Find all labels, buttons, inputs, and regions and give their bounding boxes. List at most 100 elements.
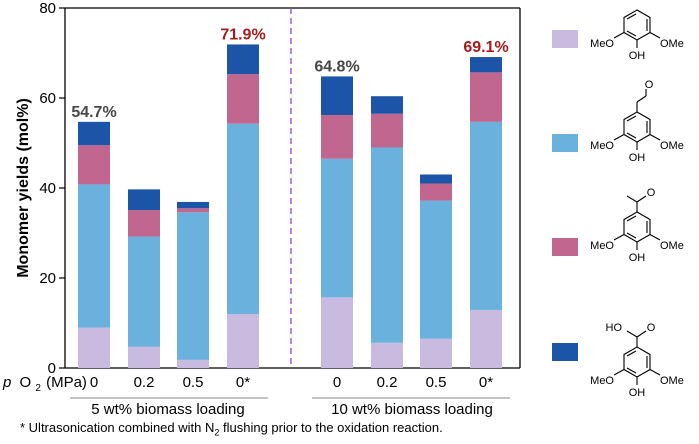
group-label-1: 5 wt% biomass loading [91,401,244,418]
benzene-ring-icon [623,111,651,143]
bar-segment-acetosyringone [78,145,110,185]
bar-segment-syringaldehyde [371,147,403,343]
bar-segment-acetosyringone [371,113,403,148]
x-tick-label: 0.2 [134,374,155,391]
bar-segment-syringic-acid [470,57,502,73]
bar-segment-syringaldehyde [78,184,110,328]
x-ticks: 0 0.2 0.5 0* 0 0.2 0.5 0* [90,374,493,391]
total-labels: 54.7% 71.9% 64.8% 69.1% [71,26,508,120]
x-axis-label-unit: (MPa) [46,374,87,391]
total-label: 69.1% [463,39,508,56]
ring-double-bond [626,132,637,139]
ring-double-bond [626,367,637,374]
x-tick-label: 0.2 [377,374,398,391]
ring-double-bond [626,115,637,122]
x-axis-label-p: p [2,374,11,391]
bar-segment-syringic-acid [177,201,209,209]
bond-methyl [626,195,638,203]
x-tick-label: 0 [333,374,341,391]
legend-structure-syringic-acid [613,330,661,385]
y-axis-title: Monomer yields (mol%) [15,98,32,278]
legend-swatch-syringaldehyde [552,134,578,152]
x-tick-label: 0.5 [183,374,204,391]
x-axis-label-sub: 2 [35,383,41,394]
x-tick-label: 0* [479,374,493,391]
legend-1-oh: OH [629,50,646,62]
total-label: 71.9% [220,26,265,43]
bar-segment-syringaldehyde [470,121,502,310]
bar-segment-acetosyringone [321,115,353,159]
legend-4-ho: HO [606,322,623,334]
x-tick-label: 0* [236,374,250,391]
y-tick-label: 60 [39,90,56,107]
ring-double-bond [626,30,637,37]
bond-right [649,32,661,39]
legend-2-oh: OH [629,152,646,164]
legend-3-oh: OH [629,252,646,264]
ring-double-bond [626,232,637,239]
ring-double-bond [626,350,637,357]
bar-segment-syringol [321,297,353,368]
bar-segment-syringol [128,346,160,368]
total-label: 64.8% [314,58,359,75]
bond-right [649,369,661,376]
ring-double-bond [626,215,637,222]
bond-hydroxyl [626,330,638,338]
group-label-2: 10 wt% biomass loading [331,401,493,418]
bar-segment-syringic-acid [227,44,259,75]
bar-segment-syringic-acid [420,174,452,184]
footnote-before: * Ultrasonication combined with N [20,420,215,435]
bar-segment-acetosyringone [227,74,259,124]
bar-segment-syringol [420,338,452,368]
bar-segment-acetosyringone [420,183,452,201]
bar-segment-syringaldehyde [177,212,209,360]
bars [78,44,502,368]
footnote-after: flushing prior to the oxidation reaction… [219,420,443,435]
bond-right [649,234,661,241]
legend-1-meo: MeO [590,38,614,50]
bond-right [649,134,661,141]
ring-double-bond [626,13,637,20]
bar-segment-syringic-acid [321,76,353,116]
legend-structure-acetosyringone [613,195,661,250]
legend-structure-syringaldehyde [613,89,661,150]
y-tick-label: 20 [39,270,56,287]
legend-4-meo: MeO [590,375,614,387]
legend-2-o: O [645,79,654,91]
x-axis-label-o: O [20,374,32,391]
footnote-sub: 2 [214,427,220,438]
legend-4-o: O [647,322,656,334]
bond-carbonyl [636,330,647,338]
bar-segment-syringol [371,342,403,368]
x-tick-label: 0.5 [426,374,447,391]
benzene-ring-icon [623,211,651,243]
bar-segment-syringaldehyde [420,200,452,339]
legend-4-ome: OMe [660,375,684,387]
legend-2-ome: OMe [660,140,684,152]
legend-structure-syringol [613,9,661,48]
bar-segment-syringic-acid [128,189,160,211]
legend-3-o: O [647,187,656,199]
bond-left [613,234,625,241]
bar-segment-syringol [227,314,259,368]
bond-left [613,134,625,141]
bar-segment-acetosyringone [128,210,160,237]
legend-1-ome: OMe [660,38,684,50]
x-axis-label: p O 2 (MPa) [2,374,87,395]
bond-left [613,369,625,376]
bar-segment-syringol [470,309,502,368]
legend-swatch-acetosyringone [552,238,578,256]
legend-swatch-syringol [552,30,578,48]
bar-segment-syringic-acid [78,121,110,146]
legend-2-meo: MeO [590,140,614,152]
bar-segment-syringaldehyde [128,236,160,347]
legend-3-ome: OMe [660,240,684,252]
y-tick-label: 0 [48,360,56,377]
total-label: 54.7% [71,104,116,121]
y-tick-label: 80 [39,0,56,17]
bar-segment-syringaldehyde [321,158,353,298]
legend-3-meo: MeO [590,240,614,252]
bar-segment-syringaldehyde [227,123,259,315]
bond-carbonyl [636,195,647,203]
